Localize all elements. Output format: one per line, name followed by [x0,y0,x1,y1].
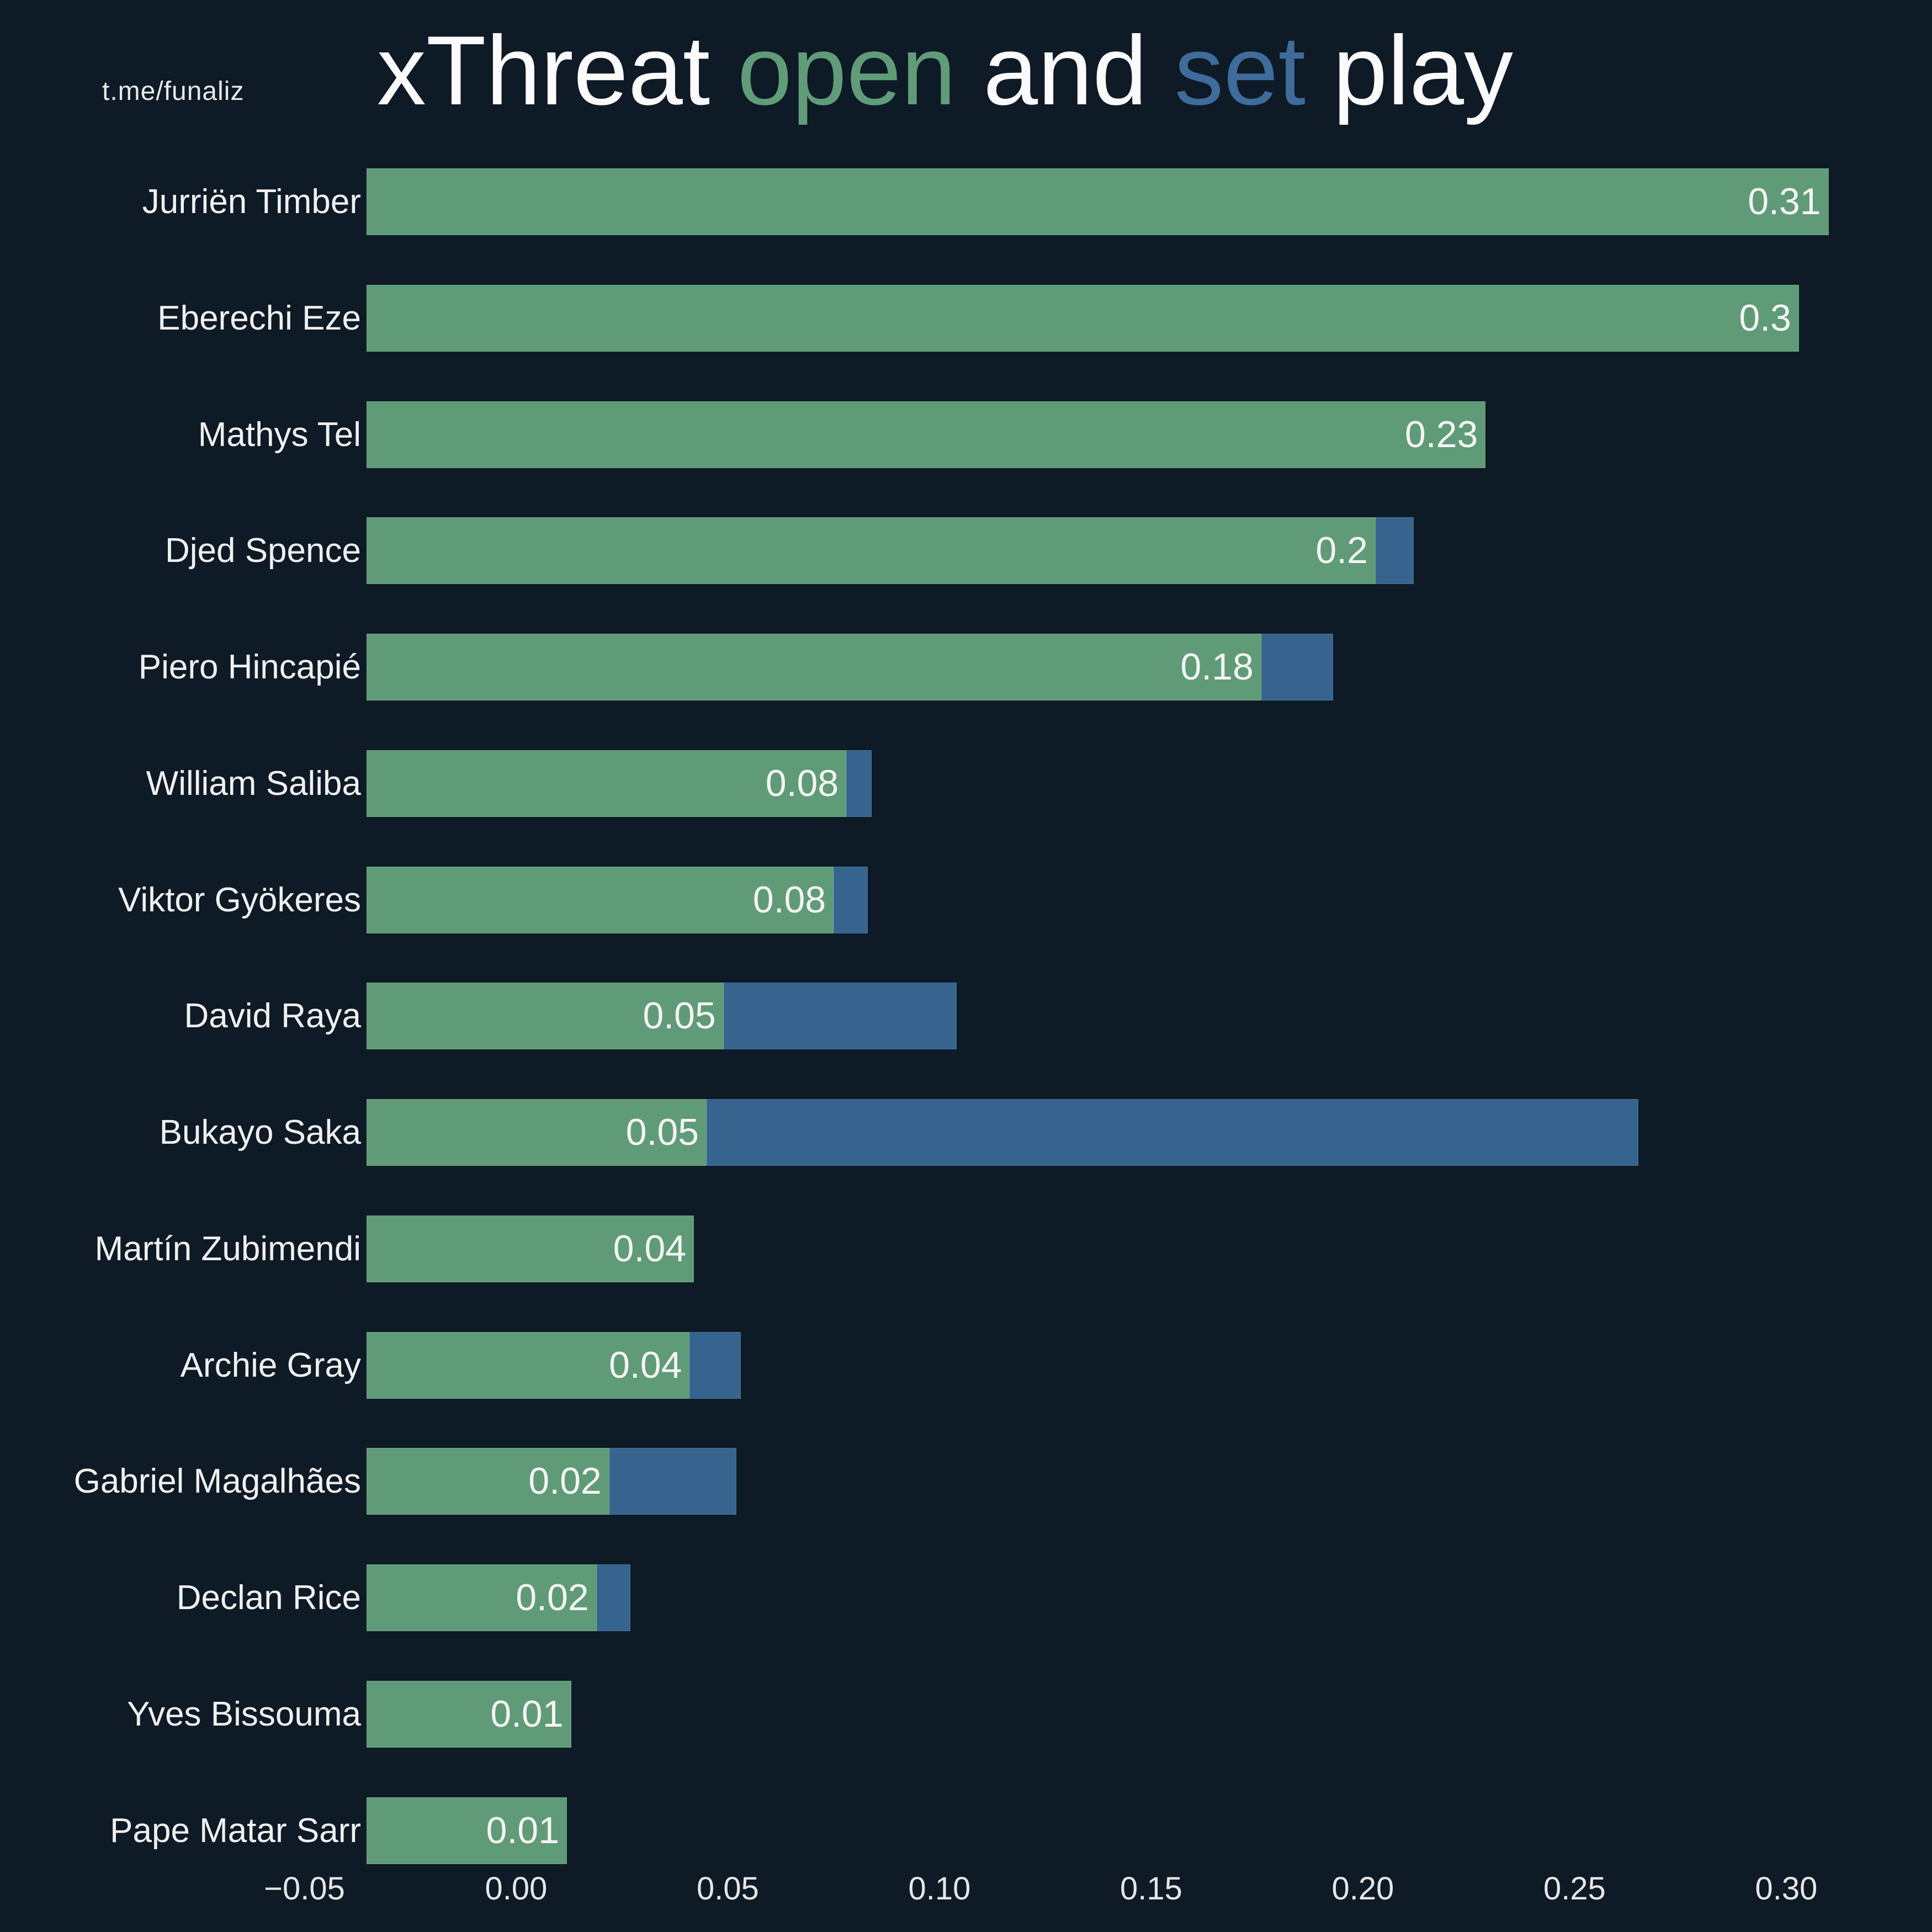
player-label: Pape Matar Sarr [110,1811,361,1850]
set-bar-segment [596,1564,631,1631]
open-bar-segment [367,284,1799,352]
player-label: Gabriel Magalhães [73,1462,361,1501]
open-bar-segment [367,168,1829,235]
bar-value-label: 0.23 [1405,413,1478,455]
set-bar-segment [1376,517,1414,585]
title-word-play: play [1305,15,1514,125]
player-label: Yves Bissouma [127,1695,361,1733]
player-label: Bukayo Saka [159,1113,361,1151]
bar-row: Archie Gray 0.04 [0,1331,1932,1399]
open-bar-segment [367,1099,707,1166]
open-bar-segment [367,1448,609,1515]
bar-row: Eberechi Eze 0.3 [0,284,1932,352]
set-bar-segment [1261,634,1334,700]
x-axis-tick-label: 0.15 [1120,1871,1182,1907]
player-label: David Raya [184,997,361,1036]
set-bar-segment [609,1448,736,1515]
player-label: Eberechi Eze [157,299,361,337]
player-label: Piero Hincapié [138,648,361,686]
bar-row: Jurriën Timber 0.31 [0,168,1932,235]
x-axis-tick-label: −0.05 [264,1871,345,1907]
x-axis-tick-label: 0.30 [1755,1871,1818,1907]
title-word-set: set [1174,15,1306,125]
set-bar-segment [707,1099,1638,1166]
set-bar-segment [834,866,868,933]
set-bar-segment [723,983,957,1050]
bar-row: Bukayo Saka 0.05 [0,1099,1932,1166]
open-bar-segment [367,1564,597,1631]
player-label: Mathys Tel [198,415,361,454]
bar-row: Mathys Tel 0.23 [0,401,1932,468]
chart-title: xThreat open and set play [377,17,1513,125]
bar-row: David Raya 0.05 [0,983,1932,1050]
bar-value-label: 0.08 [752,878,826,921]
bar-value-label: 0.08 [765,762,839,804]
open-bar-segment [367,1797,567,1864]
set-bar-segment [689,1331,741,1399]
bar-value-label: 0.04 [613,1227,687,1270]
bar-row: Viktor Gyökeres 0.08 [0,866,1932,933]
bar-row: Pape Matar Sarr 0.01 [0,1797,1932,1864]
open-bar-segment [367,634,1261,700]
x-axis-tick-label: 0.20 [1331,1871,1394,1907]
x-axis-tick-label: 0.05 [697,1871,759,1907]
bar-value-label: 0.31 [1748,181,1821,222]
open-bar-segment [367,1215,694,1282]
title-word-xthreat: xThreat [376,15,737,125]
player-label: Archie Gray [180,1346,361,1384]
player-label: Djed Spence [164,532,361,570]
open-bar-segment [367,983,724,1050]
bar-row: Djed Spence 0.2 [0,517,1932,585]
open-bar-segment [367,866,834,933]
bar-value-label: 0.2 [1315,529,1368,572]
open-bar-segment [367,1680,571,1748]
open-bar-segment [367,401,1486,468]
bar-row: Yves Bissouma 0.01 [0,1680,1932,1748]
open-bar-segment [367,517,1376,585]
x-axis-tick-label: 0.10 [908,1871,971,1907]
bar-value-label: 0.3 [1739,296,1791,339]
bar-value-label: 0.01 [490,1692,564,1735]
bar-value-label: 0.02 [528,1460,602,1503]
bar-value-label: 0.02 [516,1577,589,1618]
x-axis-tick-label: 0.00 [485,1871,548,1907]
bar-value-label: 0.04 [609,1344,682,1386]
open-bar-segment [367,1331,690,1399]
x-axis-tick-label: 0.25 [1543,1871,1606,1907]
bar-row: Gabriel Magalhães 0.02 [0,1448,1932,1515]
player-label: William Saliba [146,764,361,803]
title-word-and: and [956,15,1175,125]
open-bar-segment [367,750,847,817]
watermark-link: t.me/funaliz [102,77,245,106]
bar-value-label: 0.05 [625,1111,699,1153]
player-label: Jurriën Timber [142,183,361,221]
bar-value-label: 0.01 [486,1809,560,1851]
bar-row: William Saliba 0.08 [0,750,1932,817]
bar-row: Martín Zubimendi 0.04 [0,1215,1932,1282]
bar-value-label: 0.18 [1180,646,1254,688]
set-bar-segment [846,750,872,817]
bar-row: Declan Rice 0.02 [0,1564,1932,1631]
bar-row: Piero Hincapié 0.18 [0,634,1932,700]
bar-value-label: 0.05 [643,995,716,1037]
player-label: Martín Zubimendi [94,1229,361,1268]
title-word-open: open [737,15,956,125]
player-label: Declan Rice [176,1579,361,1617]
player-label: Viktor Gyökeres [118,880,361,919]
